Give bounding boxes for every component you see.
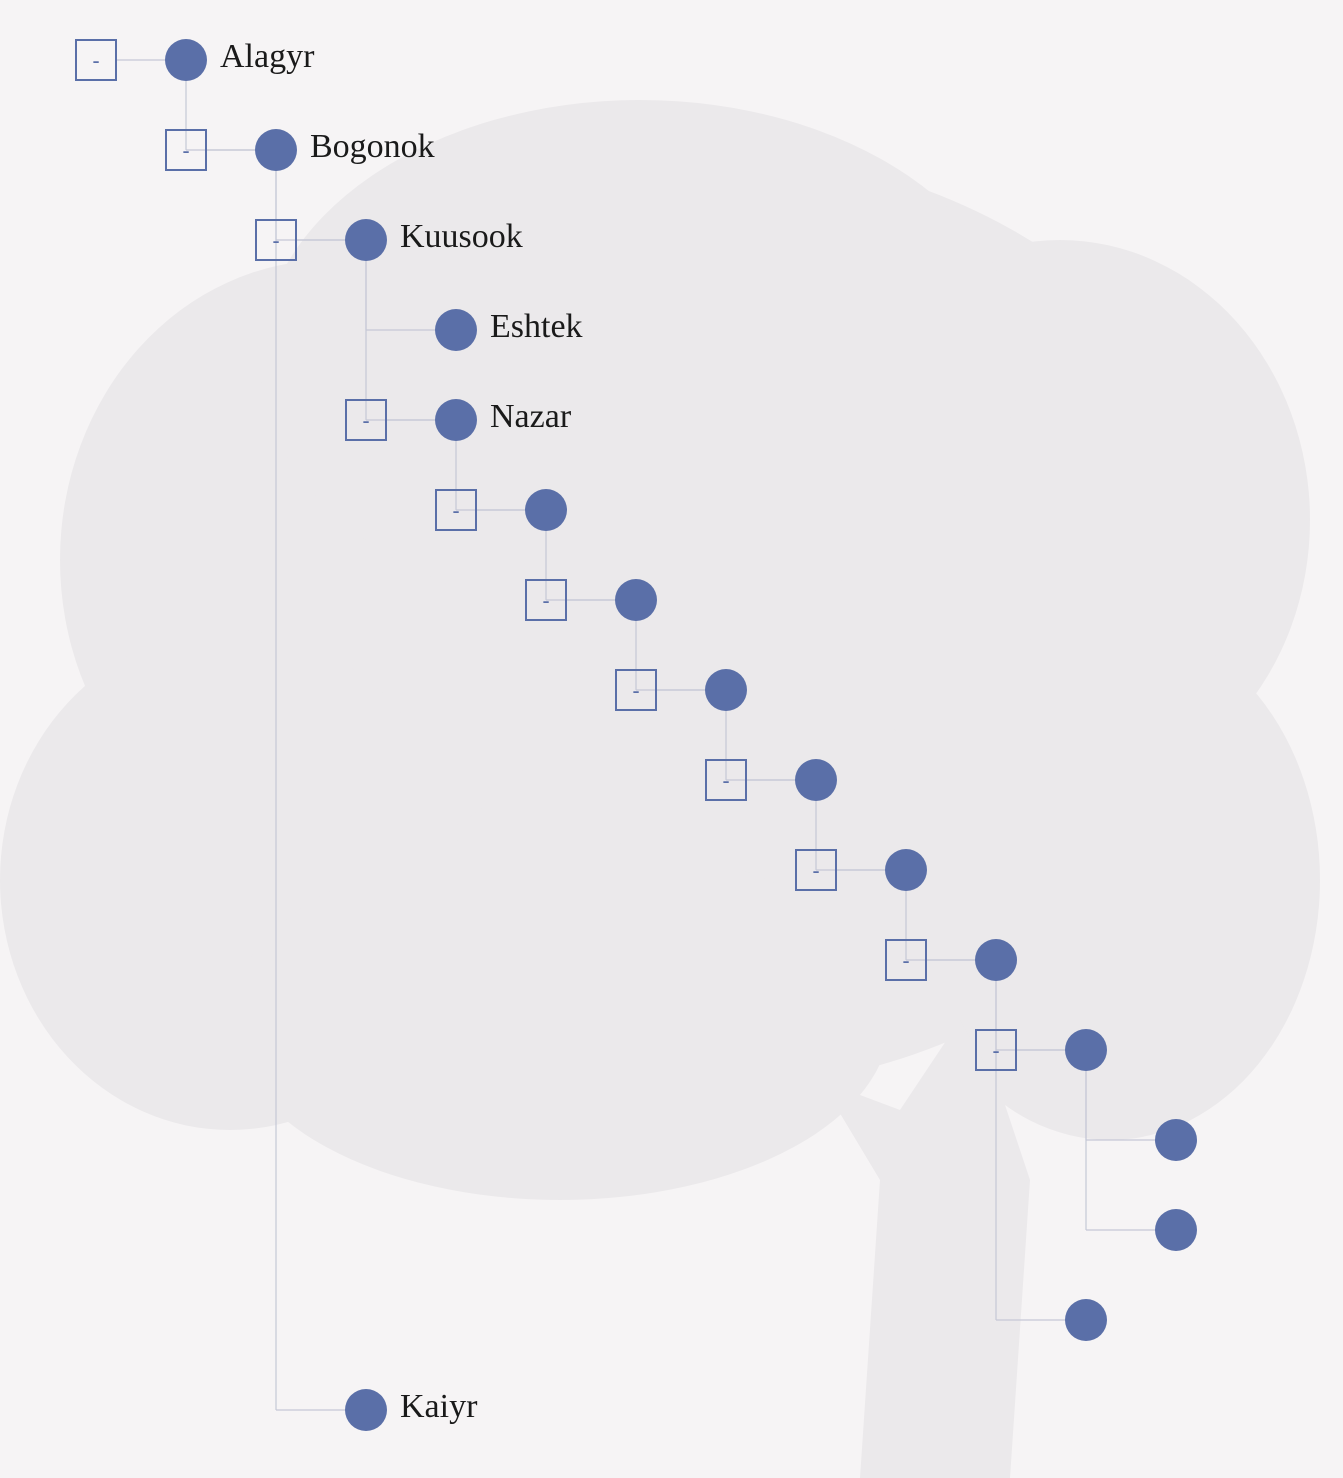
- collapse-toggle-button[interactable]: -: [75, 39, 117, 81]
- tree-node-circle[interactable]: [255, 129, 297, 171]
- tree-node-circle[interactable]: [1065, 1299, 1107, 1341]
- tree-node-circle[interactable]: [705, 669, 747, 711]
- tree-node-circle[interactable]: [975, 939, 1017, 981]
- collapse-toggle-button[interactable]: -: [705, 759, 747, 801]
- tree-node-label: Kuusook: [400, 218, 523, 255]
- tree-node-circle[interactable]: [435, 309, 477, 351]
- collapse-toggle-button[interactable]: -: [525, 579, 567, 621]
- tree-node-label: Nazar: [490, 398, 572, 435]
- tree-node-label: Kaiyr: [400, 1388, 478, 1425]
- tree-node-circle[interactable]: [1065, 1029, 1107, 1071]
- tree-node-circle[interactable]: [345, 1389, 387, 1431]
- tree-node-circle[interactable]: [165, 39, 207, 81]
- collapse-toggle-button[interactable]: -: [885, 939, 927, 981]
- tree-node-circle[interactable]: [795, 759, 837, 801]
- collapse-toggle-button[interactable]: -: [975, 1029, 1017, 1071]
- tree-node-circle[interactable]: [435, 399, 477, 441]
- tree-node-circle[interactable]: [345, 219, 387, 261]
- tree-node-circle[interactable]: [1155, 1209, 1197, 1251]
- collapse-toggle-button[interactable]: -: [255, 219, 297, 261]
- collapse-toggle-button[interactable]: -: [345, 399, 387, 441]
- tree-node-circle[interactable]: [1155, 1119, 1197, 1161]
- collapse-toggle-button[interactable]: -: [615, 669, 657, 711]
- tree-node-label: Alagyr: [220, 38, 315, 75]
- tree-node-circle[interactable]: [525, 489, 567, 531]
- collapse-toggle-button[interactable]: -: [165, 129, 207, 171]
- collapse-toggle-button[interactable]: -: [795, 849, 837, 891]
- tree-node-label: Bogonok: [310, 128, 435, 165]
- tree-node-circle[interactable]: [615, 579, 657, 621]
- tree-node-label: Eshtek: [490, 308, 583, 345]
- tree-node-circle[interactable]: [885, 849, 927, 891]
- collapse-toggle-button[interactable]: -: [435, 489, 477, 531]
